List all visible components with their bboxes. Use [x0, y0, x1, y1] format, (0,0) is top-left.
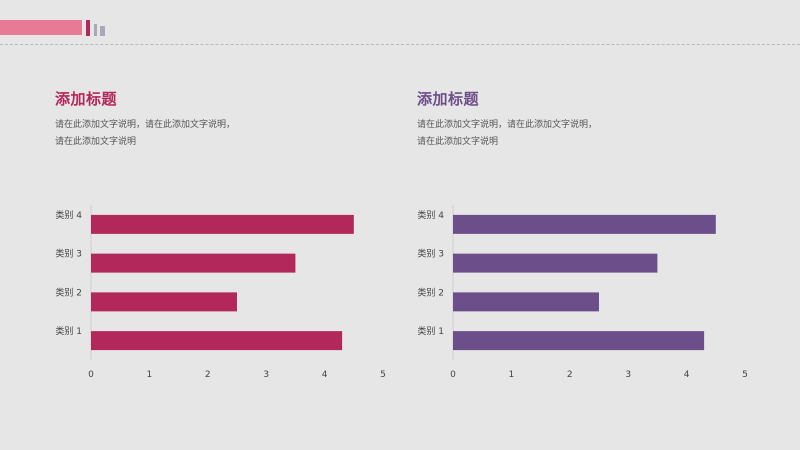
left-bar-2 — [91, 292, 237, 312]
right-x-tick-0: 0 — [450, 370, 456, 380]
right-category-label-1: 类别 1 — [417, 325, 444, 337]
left-x-tick-2: 2 — [205, 370, 211, 380]
right-bar-1 — [453, 331, 705, 351]
right-x-tick-3: 3 — [625, 370, 631, 380]
header-accent-bar — [0, 20, 82, 35]
header-divider — [0, 44, 800, 45]
left-x-tick-3: 3 — [263, 370, 269, 380]
right-x-tick-1: 1 — [509, 370, 515, 380]
left-bar-4 — [91, 214, 354, 234]
right-panel-title: 添加标题 — [417, 90, 480, 108]
left-category-label-2: 类别 2 — [55, 286, 82, 298]
left-x-tick-4: 4 — [322, 370, 328, 380]
header-accent-tick-gray — [94, 24, 97, 36]
left-desc-line-2: 请在此添加文字说明 — [55, 137, 137, 147]
right-panel-description: 请在此添加文字说明，请在此添加文字说明， 请在此添加文字说明 — [417, 117, 717, 151]
right-bar-4 — [453, 214, 716, 234]
right-x-tick-2: 2 — [567, 370, 573, 380]
right-text-panel: 添加标题 请在此添加文字说明，请在此添加文字说明， 请在此添加文字说明 — [417, 88, 757, 151]
left-category-label-4: 类别 4 — [55, 209, 82, 221]
left-x-tick-5: 5 — [380, 370, 386, 380]
right-category-label-3: 类别 3 — [417, 248, 444, 260]
left-panel-description: 请在此添加文字说明，请在此添加文字说明， 请在此添加文字说明 — [55, 117, 355, 151]
left-x-tick-0: 0 — [88, 370, 94, 380]
left-bar-1 — [91, 331, 343, 351]
header-accent-tick-gray-2 — [100, 26, 105, 36]
right-bar-3 — [453, 253, 658, 273]
left-text-panel: 添加标题 请在此添加文字说明，请在此添加文字说明， 请在此添加文字说明 — [55, 88, 395, 151]
right-x-tick-5: 5 — [742, 370, 748, 380]
left-x-tick-1: 1 — [147, 370, 153, 380]
right-x-tick-4: 4 — [684, 370, 690, 380]
left-category-label-3: 类别 3 — [55, 248, 82, 260]
right-desc-line-2: 请在此添加文字说明 — [417, 137, 499, 147]
right-bar-2 — [453, 292, 599, 312]
left-desc-line-1: 请在此添加文字说明，请在此添加文字说明， — [55, 120, 236, 130]
right-category-label-2: 类别 2 — [417, 286, 444, 298]
right-desc-line-1: 请在此添加文字说明，请在此添加文字说明， — [417, 120, 598, 130]
left-category-label-1: 类别 1 — [55, 325, 82, 337]
left-panel-title: 添加标题 — [55, 90, 118, 108]
right-category-label-4: 类别 4 — [417, 209, 444, 221]
header-accent-tick — [86, 20, 90, 36]
left-bar-3 — [91, 253, 296, 273]
